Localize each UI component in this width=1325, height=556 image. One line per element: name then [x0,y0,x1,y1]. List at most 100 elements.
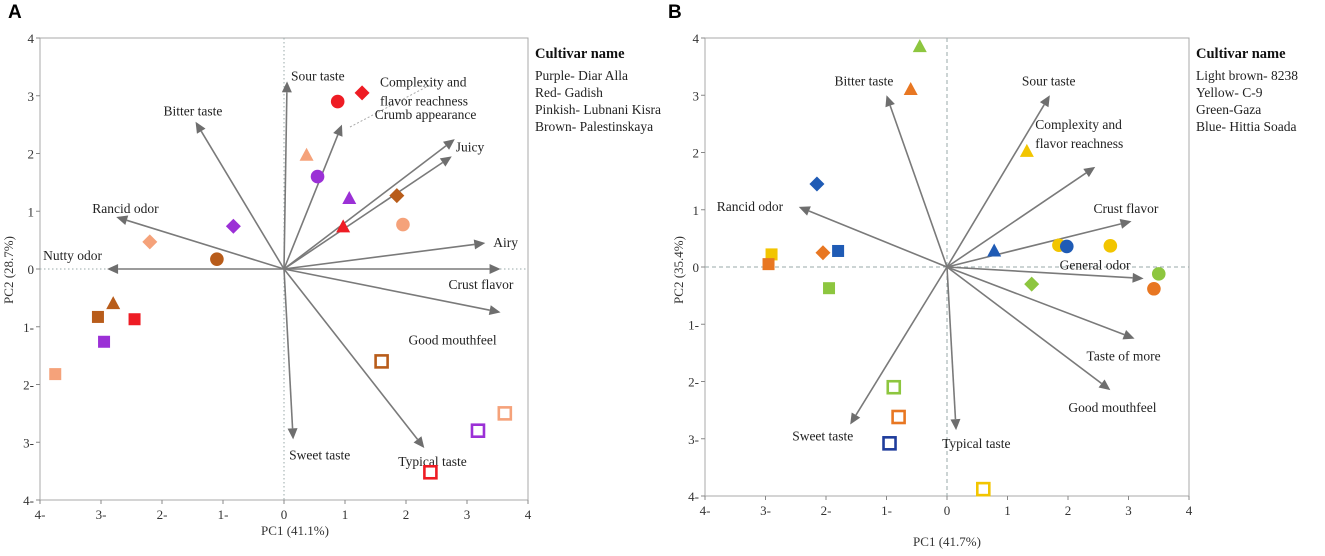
y-tick-label: 0 [693,260,700,275]
loading-vector-line [283,145,447,270]
panel-b-score-points [762,39,1166,497]
loading-vector-line [946,266,1133,279]
loading-vector-label: Complexity and flavor reachness [380,75,468,109]
score-point [975,481,991,497]
panel-a-loading-vectors: Sour taste Complexity and flavor reachness… [43,68,518,469]
panel-b-legend-item: Yellow- C-9 [1196,85,1263,100]
score-point [310,169,325,184]
loading-vector-line [283,268,490,311]
loading-vector-label: Sour taste [1022,73,1076,88]
loading-vector-label: Good mouthfeel [1068,400,1156,415]
score-point [762,258,775,271]
score-point [336,219,351,233]
panel-a-x-axis-title: PC1 (41.1%) [261,523,329,538]
loading-vector-arrowhead [850,412,861,425]
panel-b-legend-item: Light brown- 8238 [1196,68,1298,83]
x-tick-label: 3 [464,507,471,522]
loading-vector-line [283,134,339,270]
loading-vector-line [283,268,294,429]
panel-a-label-leader-line [349,84,431,128]
score-point [423,464,438,480]
loading-vector-arrowhead [1098,379,1111,391]
score-point [1147,281,1161,296]
score-point [912,39,927,53]
score-point [886,379,902,395]
loading-vector-label: Crust flavor [449,277,514,292]
loading-vector-arrowhead [195,121,206,134]
loading-vector-arrowhead [1039,95,1050,108]
loading-vector-label: Juicy [456,139,485,154]
panel-a-legend-item: Pinkish- Lubnani Kisra [535,102,661,117]
loading-vector-label: Rancid odor [717,199,784,214]
panel-a-legend: Cultivar name Purple- Diar Alla Red- Gad… [535,46,661,134]
panel-b: B 4- 3- 2- 1- 0 1 2 3 4 4 3 2 1 0 1- 2- 3- 4- Bitter tast… [668,2,1298,549]
score-point [49,368,62,381]
panel-a-legend-item: Brown- Palestinskaya [535,119,653,134]
score-point [497,406,513,421]
loading-vector-label: Nutty odor [43,248,102,263]
score-point [987,243,1002,257]
loading-vector-label: Sweet taste [289,447,350,462]
loading-vector-label: Crumb appearance [375,107,477,122]
loading-vector-arrowhead [950,418,961,431]
score-point [1019,143,1034,157]
x-tick-label: 1 [1004,503,1011,518]
x-tick-label: 1 [342,507,349,522]
loading-vector-line [126,219,285,270]
y-tick-label: 1 [693,203,700,218]
loading-vector-arrowhead [287,428,298,440]
panel-a-label: A [8,2,22,23]
x-tick-label: 3- [760,503,771,518]
loading-vector-line [946,266,957,420]
score-point [815,245,831,261]
y-tick-label: 0 [28,262,35,277]
score-point [389,188,405,204]
panel-b-legend-item: Green-Gaza [1196,102,1261,117]
loading-vector-arrowhead [443,139,455,150]
score-point [765,248,778,261]
panel-a-legend-item: Red- Gadish [535,85,603,100]
y-tick-label: 1- [688,317,699,332]
loading-vector-label: Typical taste [942,436,1010,451]
panel-a-legend-title: Cultivar name [535,46,625,62]
y-tick-label: 1 [28,204,35,219]
score-point [342,191,357,205]
panel-a-legend-item: Purple- Diar Alla [535,68,628,83]
loading-vector-arrowhead [413,436,425,449]
y-tick-label: 4- [688,489,699,504]
x-tick-label: 4- [700,503,711,518]
score-point [809,176,825,192]
score-point [374,354,389,369]
score-point [396,217,410,232]
loading-vector-arrowhead [1119,218,1132,229]
x-tick-label: 1- [881,503,892,518]
score-point [832,244,845,257]
x-tick-label: 0 [944,503,951,518]
x-tick-label: 2 [403,507,410,522]
loading-vector-line [283,161,444,270]
score-point [1103,239,1118,253]
loading-vector-line [946,266,1125,336]
loading-vector-line [946,223,1122,268]
loading-vector-arrowhead [1083,166,1096,178]
score-point [903,82,918,96]
y-tick-label: 2- [688,375,699,390]
score-point [882,436,897,451]
panel-b-loading-vectors: Bitter taste Sour taste Complexity and flav… [717,73,1161,451]
loading-vector-line [283,243,475,270]
loading-vector-label: Airy [493,235,518,250]
score-point [354,85,370,101]
score-point [98,335,111,348]
x-tick-label: 2- [157,507,168,522]
loading-vector-label: Crust flavor [1094,201,1159,216]
loading-vector-label: Bitter taste [164,104,223,119]
panel-a-ticks: 4- 3- 2- 1- 0 1 2 3 4 4 3 2 1 0 1- 2- 3- 4- [23,31,532,522]
loading-vector-line [855,266,948,416]
loading-vector-arrowhead [1122,329,1135,340]
loading-vector-label: Typical taste [398,454,466,469]
loading-vector-line [200,130,285,270]
loading-vector-label: Taste of more [1087,349,1161,364]
score-point [1059,239,1074,254]
x-tick-label: 1- [218,507,229,522]
loading-vector-arrowhead [333,124,343,137]
